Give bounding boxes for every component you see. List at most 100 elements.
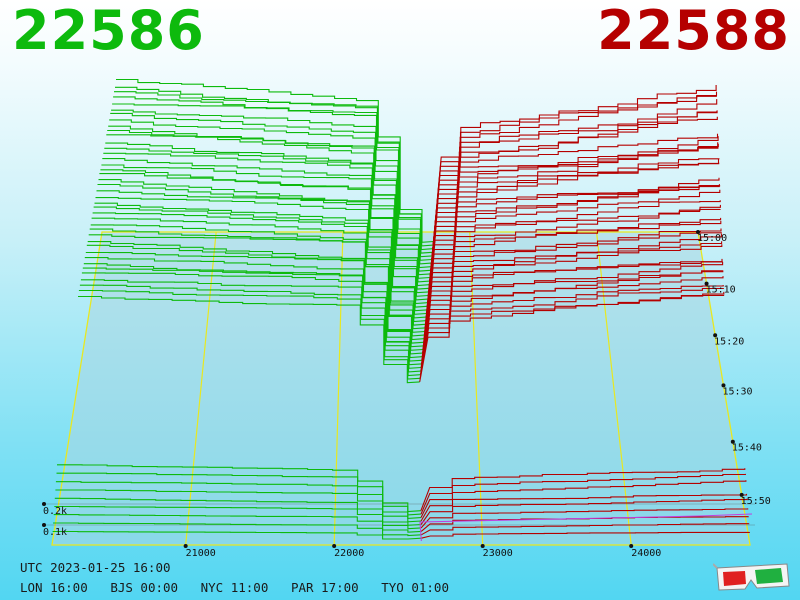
- ask-depth-line: [426, 189, 721, 310]
- bid-depth-line: [86, 244, 423, 351]
- bid-depth-line: [116, 78, 434, 243]
- ask-depth-line: [432, 95, 717, 246]
- bid-depth-line: [55, 481, 422, 519]
- bid-depth-line: [94, 202, 426, 323]
- bid-depth-line: [54, 497, 422, 526]
- ask-depth-line: [423, 241, 723, 343]
- time-tick-mark: [704, 281, 709, 286]
- bid-depth-line: [113, 96, 433, 254]
- bid-depth-line: [109, 119, 432, 269]
- ask-depth-line: [419, 287, 724, 375]
- bid-depth-line: [54, 505, 422, 530]
- price-gridline: [333, 231, 344, 546]
- ask-depth-line: [420, 468, 746, 511]
- price-tick-label: 23000: [483, 548, 513, 559]
- ask-depth-line: [421, 531, 750, 539]
- volume-tick-mark: [42, 502, 46, 506]
- bid-depth-line: [97, 183, 427, 312]
- bid-depth-line: [93, 206, 426, 326]
- ask-depth-line: [422, 244, 723, 346]
- ask-depth-line: [429, 136, 719, 278]
- bid-depth-line: [115, 86, 434, 247]
- bid-depth-line: [57, 464, 421, 513]
- price-gridline: [595, 231, 632, 546]
- ask-depth-line: [430, 116, 718, 264]
- bid-depth-line: [111, 109, 432, 261]
- volume-line: [419, 513, 753, 542]
- ask-depth-line: [427, 186, 720, 300]
- ask-depth-line: [425, 200, 721, 318]
- bid-depth-line: [91, 217, 425, 333]
- bid-depth-line: [53, 514, 422, 533]
- bid-depth-line: [103, 152, 429, 290]
- price-gridline: [469, 231, 484, 546]
- clock-par: PAR 17:00: [290, 580, 359, 595]
- clock-lon: LON 16:00: [20, 580, 88, 595]
- ask-price: 22588: [597, 0, 790, 62]
- bid-depth-line: [56, 472, 422, 516]
- time-tick-label: 15:10: [706, 285, 736, 296]
- ask-depth-line: [429, 143, 719, 282]
- utc-time: UTC 2023-01-25 16:00: [20, 560, 171, 575]
- bid-depth-line: [88, 234, 424, 344]
- time-tick-mark: [730, 439, 735, 444]
- time-tick-label: 15:00: [697, 233, 727, 244]
- ask-depth-line: [420, 480, 747, 518]
- price-tick-mark: [629, 544, 634, 548]
- bid-depth-line: [85, 251, 423, 355]
- bid-price: 22586: [12, 0, 205, 62]
- depth-lines: [52, 78, 753, 542]
- bid-depth-line: [112, 103, 433, 258]
- ask-depth-line: [420, 285, 724, 372]
- bid-depth-line: [92, 212, 426, 330]
- bid-depth-line: [55, 489, 422, 523]
- clock-bjs: BJS 00:00: [110, 580, 179, 595]
- bid-depth-line: [87, 241, 424, 348]
- time-tick-label: 15:50: [741, 496, 771, 507]
- clock-nyc: NYC 11:00: [200, 580, 269, 595]
- bid-depth-line: [84, 257, 423, 359]
- bid-depth-line: [78, 289, 421, 380]
- volume-tick-mark: [42, 523, 46, 527]
- ask-depth-line: [420, 473, 746, 515]
- ask-depth-line: [421, 523, 750, 536]
- chart-floor: [52, 232, 750, 545]
- clock-tyo: TYO 01:00: [381, 580, 449, 595]
- bid-depth-line: [101, 164, 429, 297]
- ask-depth-line: [421, 262, 724, 361]
- ask-depth-line: [420, 276, 724, 368]
- world-clocks: LON 16:00 BJS 00:00 NYC 11:00 PAR 17:00 …: [20, 580, 449, 595]
- bid-depth-line: [99, 173, 428, 305]
- price-tick-mark: [332, 544, 337, 548]
- price-tick-label: 21000: [186, 548, 216, 559]
- ask-depth-line: [420, 493, 748, 522]
- time-tick-mark: [721, 383, 726, 388]
- 3d-glasses-icon[interactable]: [713, 560, 791, 594]
- ask-depth-line: [420, 508, 749, 529]
- bid-depth-line: [104, 147, 430, 287]
- bid-depth-line: [81, 272, 422, 369]
- ask-depth-line: [432, 85, 717, 242]
- bid-depth-line: [114, 91, 433, 251]
- price-tick-mark: [183, 544, 188, 548]
- axis-labels: 21000 22000 23000 24000 15:00 15:10 15:20 15:30…: [42, 230, 771, 559]
- bid-depth-line: [100, 169, 428, 301]
- ask-depth-line: [424, 220, 722, 328]
- ask-depth-line: [420, 498, 748, 525]
- ask-depth-line: [419, 291, 725, 383]
- volume-tick-label: 0.1k: [43, 527, 67, 538]
- price-gridline: [185, 231, 217, 546]
- time-tick-mark: [713, 333, 718, 338]
- price-tick-mark: [480, 544, 485, 548]
- ask-depth-line: [421, 260, 723, 354]
- ask-depth-line: [424, 228, 722, 332]
- ask-depth-line: [430, 133, 719, 267]
- bid-depth-line: [90, 224, 425, 337]
- ask-depth-line: [424, 217, 722, 325]
- volume-tick-label: 0.2k: [43, 506, 67, 517]
- ask-depth-line: [423, 232, 722, 336]
- ask-depth-line: [428, 158, 720, 292]
- bid-depth-line: [106, 134, 431, 279]
- bid-depth-line: [52, 530, 422, 540]
